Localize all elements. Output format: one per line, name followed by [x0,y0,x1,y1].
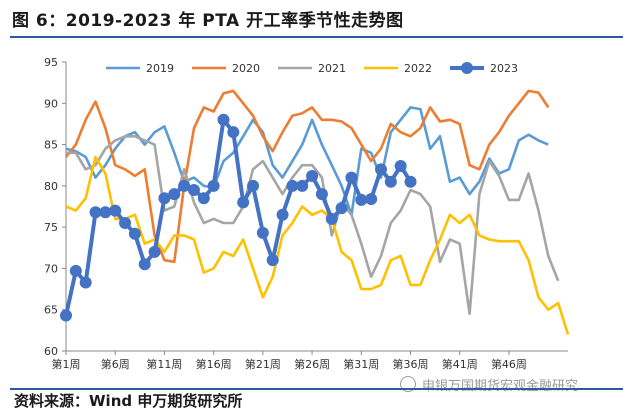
x-tick-label: 第41周 [442,357,478,371]
watermark-text: 申银万国期货宏观金融研究 [422,379,579,394]
data-point-2023 [355,193,368,206]
data-point-2023 [197,192,210,205]
data-point-2023 [335,202,348,215]
data-point-2023 [178,179,191,192]
data-point-2023 [237,196,250,209]
legend-label-2021: 2021 [318,62,346,75]
data-point-2023 [256,226,269,239]
title-bar: 图 6：2019-2023 年 PTA 开工率季节性走势图 [10,8,623,38]
x-tick-label: 第46周 [491,357,527,371]
data-point-2023 [247,179,260,192]
series-line-2022 [65,155,570,335]
legend-label-2019: 2019 [146,62,174,75]
legend-label-2023: 2023 [490,62,518,75]
y-tick-label: 85 [44,139,58,152]
data-point-2023 [168,188,181,201]
data-point-2023 [60,309,72,322]
series-line-2019 [65,106,549,217]
x-tick-label: 第16周 [196,357,232,371]
source-text: 资料来源：Wind 申万期货研究所 [14,392,243,410]
data-point-2023 [374,163,387,176]
data-point-2023 [69,264,82,277]
y-tick-label: 90 [44,97,58,110]
legend: 2019 2020 2021 2022 2023 [106,62,518,75]
y-tick-label: 65 [44,304,58,317]
y-axis: 60 65 70 75 80 85 90 95 [44,56,67,358]
x-tick-label: 第26周 [294,357,330,371]
data-point-2023 [207,179,220,192]
data-point-2023 [296,179,309,192]
series-line-2020 [64,89,550,264]
data-point-2023 [158,192,171,205]
wechat-icon [400,376,416,392]
x-tick-label: 第11周 [146,357,182,371]
data-point-2023 [286,179,299,192]
watermark: 申银万国期货宏观金融研究 [400,376,620,396]
legend-label-2020: 2020 [232,62,260,75]
data-point-2023 [217,113,230,126]
data-point-2023 [138,258,151,271]
data-point-2023 [315,188,328,201]
y-tick-label: 80 [44,180,58,193]
y-tick-label: 60 [44,345,58,358]
page-title: 图 6：2019-2023 年 PTA 开工率季节性走势图 [12,11,404,31]
data-point-2023 [79,276,92,289]
data-point-2023 [266,254,279,267]
data-point-2023 [89,206,102,219]
x-tick-label: 第31周 [343,357,379,371]
data-point-2023 [276,208,289,221]
data-point-2023 [325,212,338,225]
y-tick-label: 70 [44,262,58,275]
data-point-2023 [187,183,200,196]
data-point-2023 [227,126,240,139]
source-bar: 资料来源：Wind 申万期货研究所 [10,388,623,414]
data-point-2023 [306,169,319,182]
data-point-2023 [119,217,132,230]
data-point-2023 [109,204,122,217]
data-point-2023 [99,206,112,219]
data-point-2023 [128,227,141,240]
data-point-2023 [345,171,358,184]
legend-marker-2023 [461,62,473,74]
series-line-2021 [66,135,560,316]
data-point-2023 [404,175,417,188]
legend-label-2022: 2022 [404,62,432,75]
x-tick-label: 第21周 [245,357,281,371]
y-tick-label: 75 [44,221,58,234]
data-point-2023 [148,245,161,258]
x-tick-label: 第36周 [393,357,429,371]
x-tick-label: 第1周 [52,357,81,371]
data-point-2023 [384,175,397,188]
data-point-2023 [394,160,407,173]
y-tick-label: 95 [44,56,58,69]
data-point-2023 [365,193,378,206]
x-tick-label: 第6周 [101,357,130,371]
x-axis: 第1周 第6周 第11周 第16周 第21周 第26周 第31周 第36周 第41周 第46周 [52,350,568,371]
series-lines [60,89,570,335]
